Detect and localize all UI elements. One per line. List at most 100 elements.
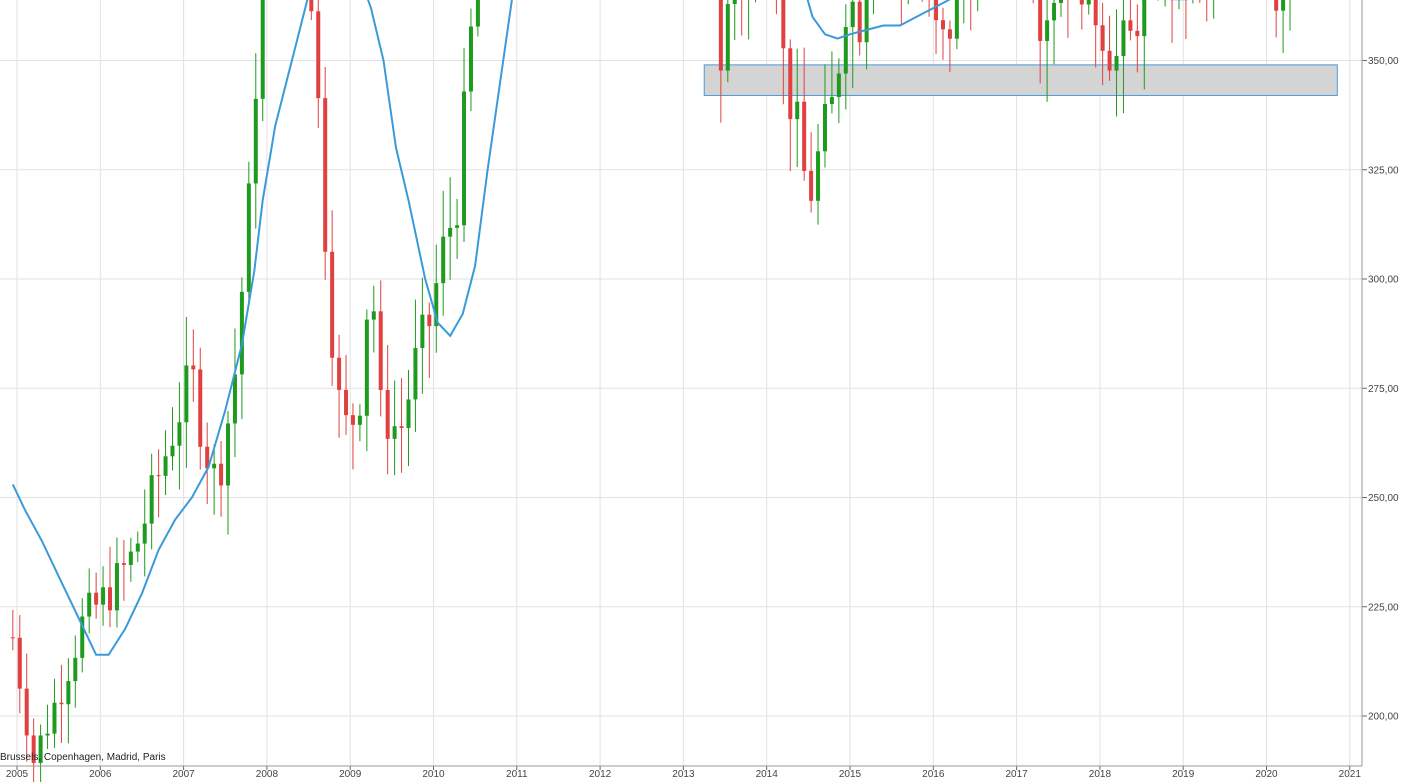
x-tick-label: 2020 bbox=[1255, 769, 1278, 780]
price-zone bbox=[703, 64, 1338, 96]
exchange-caption: Brussels, Copenhagen, Madrid, Paris bbox=[0, 752, 166, 763]
candle-body bbox=[1128, 20, 1133, 31]
candle-body bbox=[73, 657, 78, 682]
candle-body bbox=[448, 227, 453, 237]
candle-body bbox=[1058, 0, 1063, 3]
candle-body bbox=[198, 369, 203, 447]
candle-body bbox=[399, 426, 404, 429]
candle-body bbox=[239, 291, 244, 375]
candle-body bbox=[1052, 2, 1057, 21]
price-zones bbox=[703, 64, 1338, 96]
candle-body bbox=[816, 151, 821, 201]
x-tick-label: 2021 bbox=[1339, 769, 1362, 780]
candle-body bbox=[781, 0, 786, 49]
x-tick-label: 2013 bbox=[672, 769, 695, 780]
y-tick-label: 200,00 bbox=[1368, 712, 1399, 723]
candle-body bbox=[864, 0, 869, 43]
x-tick-label: 2006 bbox=[89, 769, 112, 780]
candle-body bbox=[1093, 0, 1098, 26]
candle-body bbox=[392, 426, 397, 439]
candle-body bbox=[1079, 0, 1084, 5]
candle-body bbox=[378, 311, 383, 391]
candle-body bbox=[441, 236, 446, 284]
candle-body bbox=[947, 29, 952, 39]
candle-body bbox=[427, 314, 432, 327]
x-tick-label: 2014 bbox=[756, 769, 779, 780]
y-tick-label: 225,00 bbox=[1368, 602, 1399, 613]
candle-body bbox=[857, 1, 862, 43]
candle-body bbox=[24, 688, 29, 736]
candle-body bbox=[413, 348, 418, 400]
candle-body bbox=[59, 702, 64, 705]
x-tick-label: 2018 bbox=[1089, 769, 1112, 780]
x-tick-label: 2010 bbox=[422, 769, 445, 780]
y-tick-label: 250,00 bbox=[1368, 493, 1399, 504]
candle-body bbox=[1142, 0, 1147, 37]
candle-body bbox=[1274, 0, 1279, 11]
candle-body bbox=[940, 20, 945, 30]
y-tick-label: 300,00 bbox=[1368, 275, 1399, 286]
candle-body bbox=[725, 4, 730, 71]
candle-body bbox=[1045, 20, 1050, 41]
candle-body bbox=[52, 702, 57, 734]
candle-body bbox=[191, 365, 196, 370]
candle-body bbox=[94, 592, 99, 605]
y-tick-label: 275,00 bbox=[1368, 384, 1399, 395]
candle-body bbox=[38, 735, 43, 764]
candle-body bbox=[330, 251, 335, 358]
candle-body bbox=[406, 399, 411, 429]
candle-body bbox=[802, 101, 807, 171]
candle-body bbox=[836, 73, 841, 98]
candle-body bbox=[718, 0, 723, 71]
candle-body bbox=[142, 523, 147, 544]
candle-body bbox=[1135, 30, 1140, 37]
candle-body bbox=[357, 415, 362, 425]
candle-body bbox=[337, 357, 342, 390]
candle-body bbox=[934, 0, 939, 21]
candle-body bbox=[177, 422, 182, 446]
candle-body bbox=[475, 0, 480, 27]
candle-body bbox=[156, 475, 161, 477]
candle-body bbox=[101, 587, 106, 605]
candle-body bbox=[462, 91, 467, 226]
candle-body bbox=[1281, 0, 1286, 11]
candle-body bbox=[80, 616, 85, 658]
candle-body bbox=[121, 563, 126, 565]
candle-body bbox=[809, 170, 814, 201]
x-tick-label: 2015 bbox=[839, 769, 862, 780]
candle-body bbox=[843, 27, 848, 74]
candle-body bbox=[829, 97, 834, 105]
candle-body bbox=[163, 456, 168, 476]
x-tick-label: 2016 bbox=[922, 769, 945, 780]
y-tick-label: 350,00 bbox=[1368, 56, 1399, 67]
x-tick-label: 2019 bbox=[1172, 769, 1195, 780]
candle-body bbox=[246, 183, 251, 292]
candle-body bbox=[66, 681, 71, 705]
candle-body bbox=[135, 543, 140, 552]
candles bbox=[10, 0, 1291, 782]
candle-body bbox=[309, 0, 314, 12]
candle-body bbox=[260, 0, 265, 99]
candle-body bbox=[788, 48, 793, 120]
candle-body bbox=[31, 735, 36, 764]
moving-average-line bbox=[11, 0, 1189, 656]
candle-body bbox=[232, 374, 237, 424]
candle-body bbox=[364, 319, 369, 416]
candle-body bbox=[1100, 25, 1105, 51]
candle-body bbox=[822, 104, 827, 152]
candle-body bbox=[434, 283, 439, 327]
x-tick-label: 2007 bbox=[172, 769, 195, 780]
x-tick-label: 2017 bbox=[1005, 769, 1028, 780]
candle-body bbox=[87, 592, 92, 617]
candle-body bbox=[385, 390, 390, 439]
candle-body bbox=[170, 445, 175, 457]
candle-body bbox=[1114, 55, 1119, 71]
candle-body bbox=[371, 311, 376, 320]
grid bbox=[0, 0, 1362, 766]
y-tick-label: 325,00 bbox=[1368, 165, 1399, 176]
candle-body bbox=[17, 637, 22, 689]
candle-body bbox=[114, 563, 119, 611]
candle-body bbox=[219, 463, 224, 486]
candle-body bbox=[226, 423, 231, 486]
